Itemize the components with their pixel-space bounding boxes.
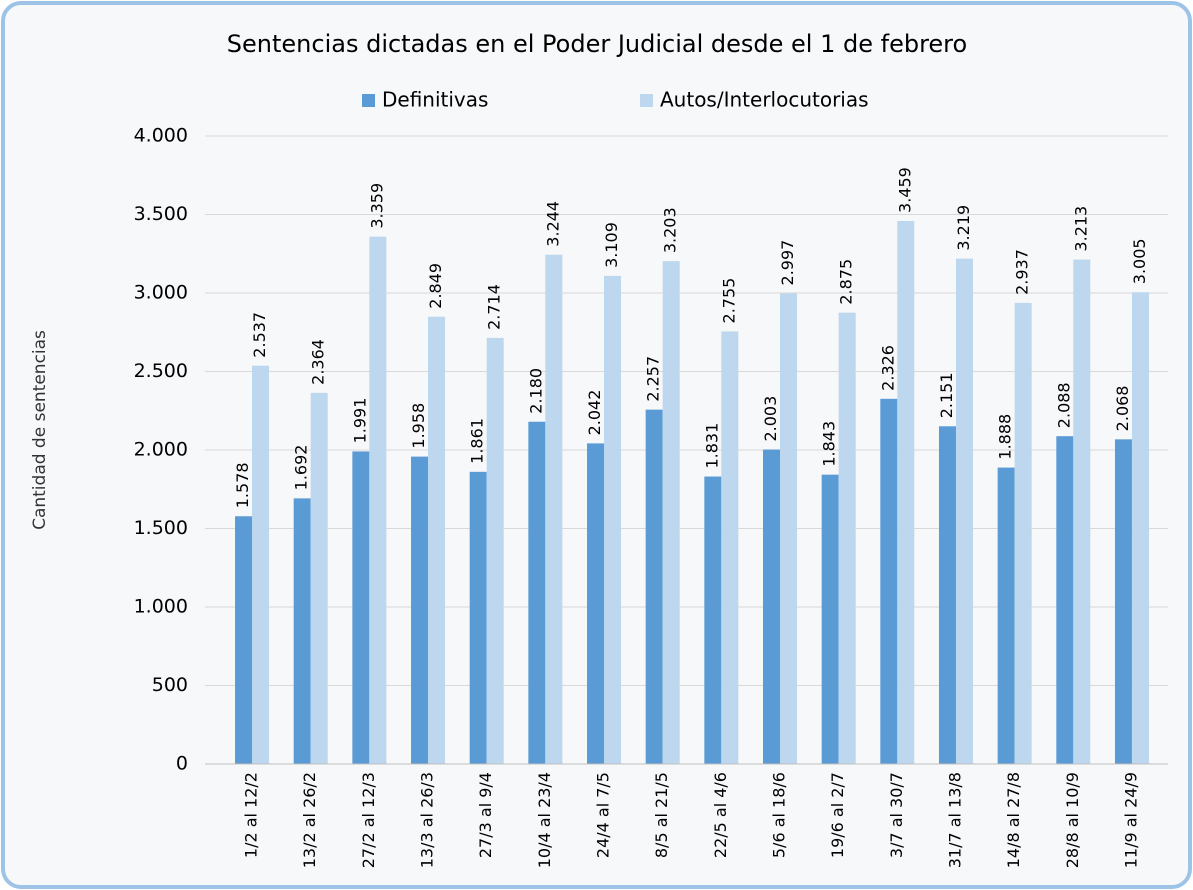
bar [352, 451, 369, 764]
bar [1132, 292, 1149, 764]
x-tick-label: 3/7 al 30/7 [887, 772, 906, 858]
value-label: 3.244 [543, 201, 562, 247]
x-tick-label: 14/8 al 27/8 [1004, 772, 1023, 868]
bar [956, 259, 973, 764]
chart-title: Sentencias dictadas en el Poder Judicial… [227, 30, 967, 58]
x-tick-label: 5/6 al 18/6 [769, 772, 788, 858]
value-label: 2.937 [1013, 249, 1032, 295]
x-tick-label: 1/2 al 12/2 [242, 772, 261, 858]
x-tick-label: 8/5 al 21/5 [652, 772, 671, 858]
bar [369, 237, 386, 764]
bar [294, 498, 311, 764]
value-label: 2.755 [719, 278, 738, 324]
value-label: 2.714 [485, 284, 504, 330]
y-tick-label: 500 [152, 674, 188, 696]
value-label: 3.109 [602, 222, 621, 268]
bar [428, 317, 445, 764]
bar [839, 313, 856, 764]
x-tick-label: 27/3 al 9/4 [476, 772, 495, 858]
value-label: 2.042 [585, 390, 604, 436]
y-tick-label: 3.500 [134, 203, 188, 225]
value-label: 2.875 [837, 259, 856, 305]
value-label: 1.958 [409, 403, 428, 449]
value-label: 2.537 [250, 312, 269, 358]
legend-label: Autos/Interlocutorias [660, 88, 869, 112]
bar [897, 221, 914, 764]
bar [663, 261, 680, 764]
legend-swatch [640, 94, 653, 107]
x-tick-label: 19/6 al 2/7 [828, 772, 847, 858]
bar [880, 399, 897, 764]
bar [780, 293, 797, 764]
y-tick-label: 1.000 [134, 596, 188, 618]
y-tick-label: 3.000 [134, 282, 188, 304]
value-label: 2.326 [878, 345, 897, 391]
value-label: 3.459 [895, 167, 914, 213]
bar [939, 426, 956, 764]
x-tick-label: 24/4 al 7/5 [594, 772, 613, 858]
x-tick-label: 28/8 al 10/9 [1063, 772, 1082, 868]
value-label: 2.257 [644, 356, 663, 402]
value-label: 2.151 [937, 372, 956, 418]
y-tick-label: 4.000 [134, 125, 188, 147]
value-label: 1.831 [702, 423, 721, 469]
value-label: 2.997 [778, 240, 797, 286]
bar [721, 331, 738, 764]
bar [311, 393, 328, 764]
y-tick-label: 1.500 [134, 517, 188, 539]
bar [411, 457, 428, 764]
bar [470, 472, 487, 764]
value-label: 1.861 [468, 418, 487, 464]
value-label: 1.888 [996, 414, 1015, 460]
x-tick-label: 11/9 al 24/9 [1121, 772, 1140, 868]
value-label: 1.991 [350, 398, 369, 444]
bar [487, 338, 504, 764]
bar [763, 450, 780, 764]
bar [587, 443, 604, 764]
value-label: 3.213 [1071, 206, 1090, 252]
bar [528, 422, 545, 764]
bar [998, 468, 1015, 764]
x-tick-label: 13/3 al 26/3 [418, 772, 437, 868]
chart: Sentencias dictadas en el Poder Judicial… [0, 0, 1193, 890]
y-tick-label: 2.500 [134, 360, 188, 382]
value-label: 2.364 [309, 339, 328, 385]
value-label: 1.692 [292, 445, 311, 491]
y-axis-label: Cantidad de sentencias [30, 330, 50, 530]
value-label: 2.849 [426, 263, 445, 309]
value-label: 2.088 [1054, 382, 1073, 428]
x-tick-label: 27/2 al 12/3 [359, 772, 378, 868]
bar [704, 477, 721, 764]
bar [604, 276, 621, 764]
bar [235, 516, 252, 764]
bar [1015, 303, 1032, 764]
value-label: 2.180 [526, 368, 545, 414]
bar [252, 366, 269, 764]
legend-swatch [362, 94, 375, 107]
value-label: 3.005 [1130, 238, 1149, 284]
value-label: 3.359 [367, 183, 386, 229]
x-tick-label: 31/7 al 13/8 [945, 772, 964, 868]
bar [1115, 439, 1132, 764]
value-label: 1.843 [820, 421, 839, 467]
x-tick-label: 10/4 al 23/4 [535, 772, 554, 868]
bar [1073, 260, 1090, 764]
value-label: 2.003 [761, 396, 780, 442]
y-tick-label: 2.000 [134, 439, 188, 461]
bar [545, 255, 562, 764]
value-label: 3.203 [661, 207, 680, 253]
value-label: 2.068 [1113, 386, 1132, 432]
y-tick-label: 0 [176, 753, 188, 775]
bar [646, 410, 663, 764]
legend-label: Definitivas [382, 88, 488, 112]
value-label: 1.578 [233, 462, 252, 508]
x-tick-label: 13/2 al 26/2 [300, 772, 319, 868]
bar [822, 475, 839, 764]
bar [1056, 436, 1073, 764]
value-label: 3.219 [954, 205, 973, 251]
x-tick-label: 22/5 al 4/6 [711, 772, 730, 858]
